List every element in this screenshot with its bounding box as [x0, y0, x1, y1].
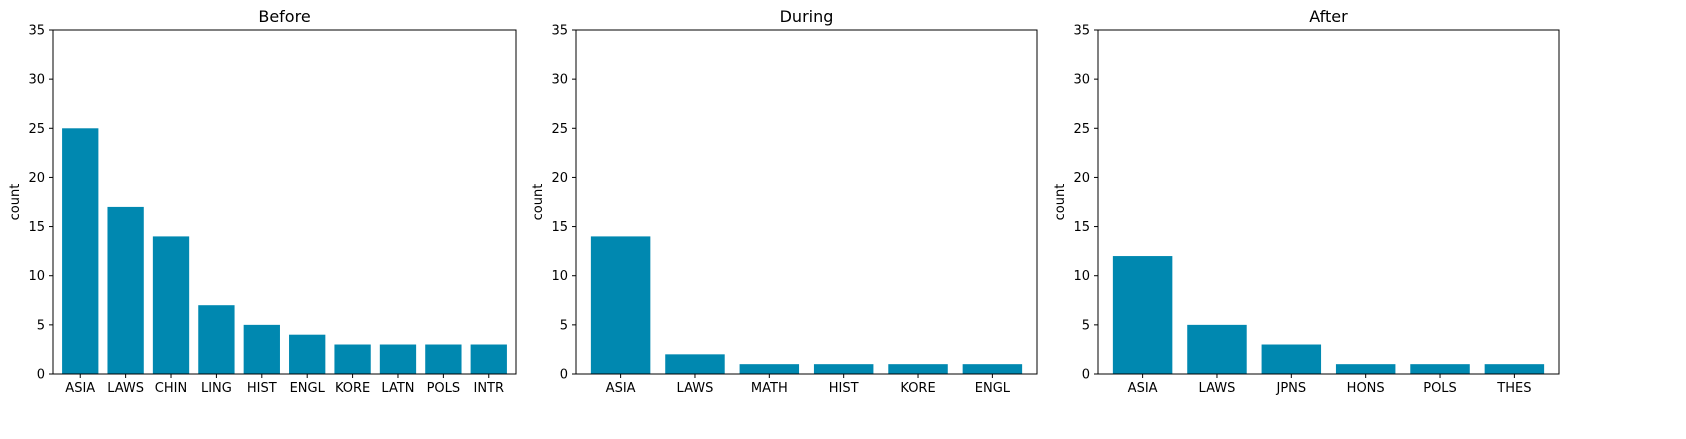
bar-thes	[1484, 364, 1545, 374]
chart-title: After	[1309, 7, 1348, 26]
x-tick-label: LAWS	[677, 381, 714, 396]
x-tick-label: POLS	[1423, 381, 1457, 396]
x-tick-label: LAWS	[1199, 381, 1236, 396]
chart-title: During	[780, 7, 834, 26]
y-tick-label: 20	[28, 171, 45, 186]
bar-hist	[243, 324, 280, 374]
x-tick-label: CHIN	[155, 381, 187, 396]
y-tick-label: 35	[551, 24, 568, 39]
y-tick-label: 25	[551, 122, 568, 137]
y-tick-label: 0	[1082, 368, 1090, 383]
bar-laws	[1187, 324, 1247, 374]
bar-hons	[1335, 364, 1396, 374]
y-tick-label: 0	[37, 368, 45, 383]
y-tick-label: 10	[1073, 269, 1090, 284]
bar-hist	[813, 364, 874, 374]
y-tick-label: 30	[551, 73, 568, 88]
y-tick-label: 25	[1073, 122, 1090, 137]
x-tick-label: JPNS	[1275, 381, 1306, 396]
x-tick-label: HONS	[1347, 381, 1385, 396]
bar-kore	[888, 364, 948, 374]
x-tick-label: MATH	[751, 381, 788, 396]
y-tick-label: 10	[28, 269, 45, 284]
bar-pols	[425, 344, 462, 374]
y-tick-label: 15	[1073, 220, 1090, 235]
x-tick-label: LATN	[381, 381, 414, 396]
plot-frame	[1097, 29, 1560, 375]
y-axis-label: count	[531, 184, 546, 221]
y-tick-label: 15	[551, 220, 568, 235]
y-tick-label: 20	[1073, 171, 1090, 186]
x-tick-label: LAWS	[107, 381, 144, 396]
chart-title: Before	[258, 7, 310, 26]
y-tick-label: 35	[28, 24, 45, 39]
y-tick-label: 30	[1073, 73, 1090, 88]
y-axis-label: count	[8, 184, 23, 221]
bar-asia	[62, 128, 99, 374]
bar-asia	[1112, 256, 1173, 374]
bar-latn	[379, 344, 417, 374]
y-tick-label: 10	[551, 269, 568, 284]
bar-jpns	[1261, 344, 1322, 374]
x-tick-label: INTR	[473, 381, 504, 396]
x-tick-label: HIST	[829, 381, 859, 396]
y-tick-label: 5	[560, 318, 568, 333]
bar-engl	[962, 364, 1023, 374]
y-axis-label: count	[1053, 184, 1068, 221]
y-tick-label: 35	[1073, 24, 1090, 39]
bar-kore	[334, 344, 371, 374]
x-tick-label: POLS	[427, 381, 461, 396]
bar-laws	[665, 354, 725, 374]
x-tick-label: HIST	[247, 381, 277, 396]
chart-panel-2: ASIA LAWS MATH HIST KORE ENGL 0 5 10 15 20 25 30 35 Du…	[531, 7, 1038, 396]
y-tick-label: 30	[28, 73, 45, 88]
plot-frame	[52, 29, 517, 375]
y-tick-label: 25	[28, 122, 45, 137]
chart-panel-1: ASIA LAWS CHIN LING HIST ENGL KORE LATN POLS INTR…	[8, 7, 517, 396]
x-tick-label: ENGL	[975, 381, 1011, 396]
bar-math	[739, 364, 800, 374]
bar-chin	[152, 236, 190, 374]
bar-engl	[289, 334, 326, 374]
x-tick-label: KORE	[900, 381, 935, 396]
y-tick-label: 15	[28, 220, 45, 235]
y-tick-label: 20	[551, 171, 568, 186]
x-tick-label: LING	[201, 381, 232, 396]
bar-asia	[590, 236, 651, 374]
plot-frame	[575, 29, 1038, 375]
x-tick-label: ASIA	[65, 381, 95, 396]
y-tick-label: 0	[560, 368, 568, 383]
x-tick-label: ASIA	[606, 381, 636, 396]
chart-panel-3: ASIA LAWS JPNS HONS POLS THES 0 5 10 15 20 25 30 35 Af…	[1053, 7, 1560, 396]
bar-intr	[470, 344, 507, 374]
y-tick-label: 5	[37, 318, 45, 333]
x-tick-label: KORE	[335, 381, 370, 396]
y-tick-label: 5	[1082, 318, 1090, 333]
x-tick-label: ENGL	[290, 381, 326, 396]
bar-pols	[1410, 364, 1470, 374]
bar-ling	[198, 305, 235, 374]
x-tick-label: ASIA	[1128, 381, 1158, 396]
bar-laws	[107, 206, 144, 374]
x-tick-label: THES	[1496, 381, 1531, 396]
